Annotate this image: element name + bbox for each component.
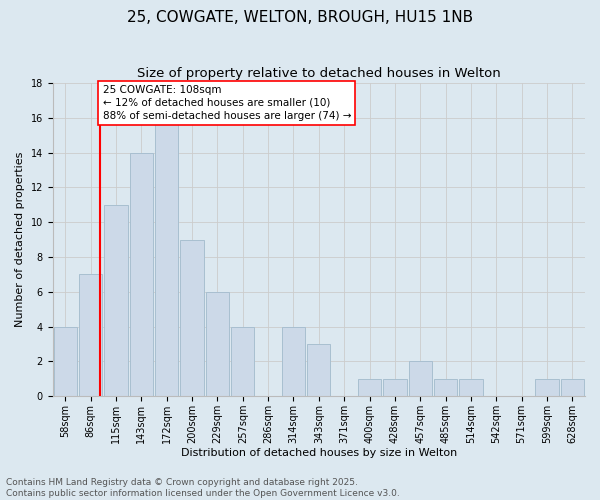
Bar [181, 240, 204, 396]
X-axis label: Distribution of detached houses by size in Welton: Distribution of detached houses by size … [181, 448, 457, 458]
Bar [79, 274, 103, 396]
Text: Contains HM Land Registry data © Crown copyright and database right 2025.
Contai: Contains HM Land Registry data © Crown c… [6, 478, 400, 498]
Bar [459, 379, 482, 396]
Bar [130, 152, 153, 396]
Bar [535, 379, 559, 396]
Bar [206, 292, 229, 396]
Text: 25 COWGATE: 108sqm
← 12% of detached houses are smaller (10)
88% of semi-detache: 25 COWGATE: 108sqm ← 12% of detached hou… [103, 85, 351, 121]
Bar [434, 379, 457, 396]
Y-axis label: Number of detached properties: Number of detached properties [15, 152, 25, 328]
Bar [231, 326, 254, 396]
Bar [155, 118, 178, 396]
Bar [358, 379, 381, 396]
Bar [409, 362, 432, 396]
Bar [282, 326, 305, 396]
Bar [53, 326, 77, 396]
Title: Size of property relative to detached houses in Welton: Size of property relative to detached ho… [137, 68, 501, 80]
Text: 25, COWGATE, WELTON, BROUGH, HU15 1NB: 25, COWGATE, WELTON, BROUGH, HU15 1NB [127, 10, 473, 25]
Bar [104, 205, 128, 396]
Bar [383, 379, 407, 396]
Bar [560, 379, 584, 396]
Bar [307, 344, 331, 396]
